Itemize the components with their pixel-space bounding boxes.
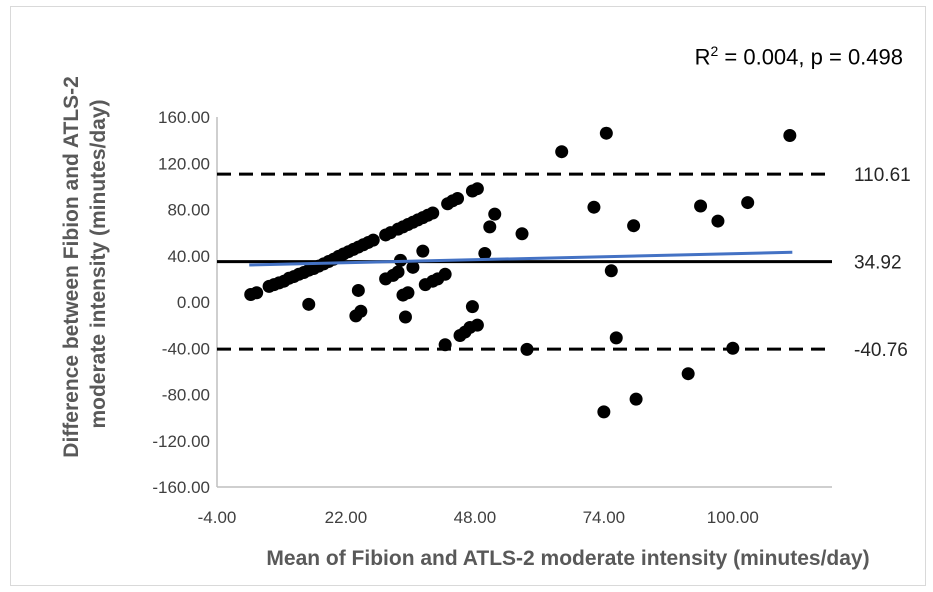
data-point <box>406 260 420 274</box>
data-point <box>726 341 740 355</box>
data-point <box>604 264 618 278</box>
reference-lines <box>217 172 832 351</box>
data-point <box>741 196 755 210</box>
data-point <box>711 214 725 228</box>
reference-line-labels: 110.61 34.92 -40.76 <box>854 165 911 361</box>
stat-prefix: R <box>694 44 711 70</box>
data-point <box>465 300 479 314</box>
y-tick-label: -160.00 <box>152 478 210 497</box>
y-tick-label: 40.00 <box>167 247 210 266</box>
reference-line-label: 34.92 <box>854 253 902 274</box>
data-point <box>681 367 695 381</box>
y-tick-label: 80.00 <box>167 201 210 220</box>
data-point <box>470 318 484 332</box>
data-point <box>302 297 316 311</box>
y-axis-title-line-2: moderate intensity (minutes/day) <box>87 99 110 428</box>
data-point <box>694 199 708 213</box>
y-axis-title-line-1: Difference between Fibion and ATLS-2 <box>60 76 83 458</box>
y-tick-label: 0.00 <box>177 293 210 312</box>
data-point <box>609 331 623 345</box>
data-point <box>488 207 502 221</box>
x-tick-label: 100.00 <box>707 508 759 527</box>
data-point <box>366 233 380 247</box>
data-point <box>483 220 497 234</box>
x-tick-label: 48.00 <box>454 508 497 527</box>
data-points <box>244 126 797 419</box>
data-point <box>470 182 484 196</box>
data-point <box>599 126 613 140</box>
y-tick-label: -40.00 <box>162 339 210 358</box>
x-tick-label: 22.00 <box>325 508 368 527</box>
data-point <box>515 227 529 241</box>
x-axis-title: Mean of Fibion and ATLS-2 moderate inten… <box>266 547 869 570</box>
x-tick-labels: -4.00 22.00 48.00 74.00 100.00 <box>198 508 759 527</box>
data-point <box>391 265 405 279</box>
data-point <box>398 310 412 324</box>
data-point <box>597 405 611 419</box>
reference-line-label: 110.61 <box>854 165 911 186</box>
data-point <box>783 129 797 142</box>
data-point <box>555 145 569 159</box>
y-axis-title: Difference between Fibion and ATLS-2 mod… <box>60 70 110 457</box>
data-point <box>438 267 452 281</box>
data-point <box>520 342 534 356</box>
stat-rest: = 0.004, p = 0.498 <box>718 44 903 70</box>
y-tick-labels: 160.00 120.00 80.00 40.00 0.00 -40.00 -80.00 -1… <box>152 108 210 497</box>
data-point <box>629 392 643 406</box>
trend-line <box>249 250 793 267</box>
data-point <box>351 283 365 297</box>
chart-frame: R2 = 0.004, p = 0.498 <box>10 6 926 586</box>
y-tick-label: 120.00 <box>158 154 210 173</box>
r-squared-annotation: R2 = 0.004, p = 0.498 <box>695 43 903 70</box>
data-point <box>451 192 465 206</box>
reference-line-label: -40.76 <box>854 340 908 361</box>
data-point <box>401 286 415 300</box>
x-tick-label: -4.00 <box>198 508 237 527</box>
data-point <box>627 219 641 233</box>
data-point <box>416 244 430 258</box>
data-point <box>250 286 264 300</box>
data-point <box>354 304 368 318</box>
y-tick-label: -120.00 <box>152 432 210 451</box>
y-tick-label: 160.00 <box>158 108 210 127</box>
data-point <box>587 200 601 214</box>
y-tick-label: -80.00 <box>162 386 210 405</box>
x-tick-label: 74.00 <box>583 508 626 527</box>
data-point <box>426 206 440 220</box>
data-point <box>478 246 492 260</box>
stat-superscript: 2 <box>710 43 719 59</box>
data-point <box>438 338 452 352</box>
